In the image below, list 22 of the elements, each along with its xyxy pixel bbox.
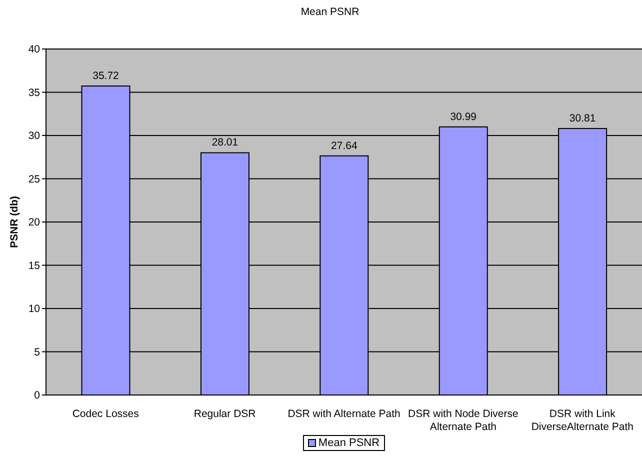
y-tick-label: 20	[28, 216, 40, 229]
data-label: 30.81	[569, 112, 596, 124]
y-tick-label: 5	[34, 346, 40, 358]
y-tick-label: 25	[28, 173, 40, 186]
data-label: 35.72	[92, 70, 120, 82]
y-tick-label: 10	[28, 303, 40, 316]
y-tick-label: 0	[34, 390, 40, 402]
x-tick-label: Codec Losses	[72, 408, 139, 420]
data-label: 28.01	[212, 136, 238, 149]
y-tick-label: 40	[28, 44, 40, 56]
y-tick-label: 35	[28, 86, 40, 99]
data-label: 27.64	[331, 140, 358, 152]
data-label: 30.99	[450, 110, 477, 123]
y-axis-title: PSNR (db)	[8, 196, 21, 248]
legend-label: Mean PSNR	[318, 437, 380, 449]
chart-title: Mean PSNR	[300, 6, 360, 18]
x-tick-label: DSR with Alternate Path	[288, 408, 400, 420]
x-tick-label: DSR with Node Diverse Alternate Path	[408, 408, 518, 433]
y-tick-label: 30	[28, 130, 40, 142]
x-tick-label: DSR with Link DiverseAlternate Path	[531, 408, 634, 433]
x-tick-label: Regular DSR	[194, 408, 256, 420]
y-tick-label: 15	[28, 260, 40, 272]
